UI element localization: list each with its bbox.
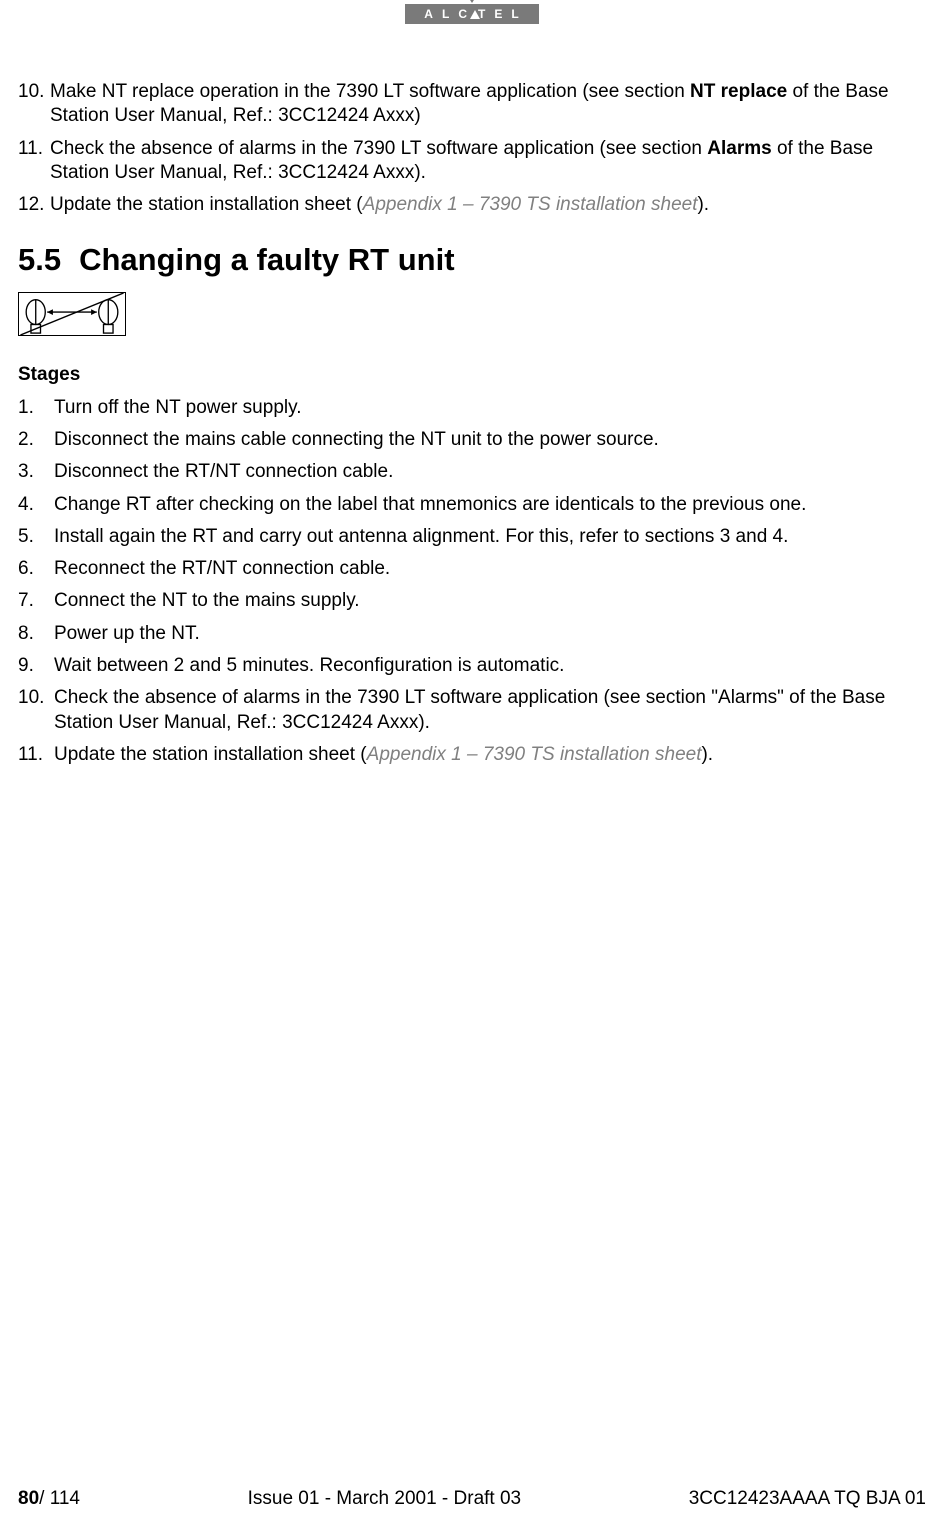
list-item: 10.Check the absence of alarms in the 73… — [18, 686, 926, 735]
brand-logo: A L C T E L — [405, 4, 539, 24]
text-span: Update the station installation sheet ( — [54, 744, 367, 765]
logo-wrap: A L C T E L — [18, 0, 926, 24]
text-span: Alarms — [707, 138, 771, 159]
logo-letter: T — [478, 7, 494, 21]
list-item: 10.Make NT replace operation in the 7390… — [18, 80, 926, 129]
list-text: Install again the RT and carry out anten… — [50, 525, 926, 549]
list-text: Wait between 2 and 5 minutes. Reconfigur… — [50, 654, 926, 678]
list-number: 1. — [18, 396, 50, 420]
list-text: Check the absence of alarms in the 7390 … — [50, 137, 926, 186]
list-item: 7.Connect the NT to the mains supply. — [18, 589, 926, 613]
list-number: 5. — [18, 525, 50, 549]
logo-letter: L — [442, 7, 458, 21]
list-text: Turn off the NT power supply. — [50, 396, 926, 420]
logo-letter: E — [494, 7, 511, 21]
stages-list: 1.Turn off the NT power supply.2.Disconn… — [18, 396, 926, 768]
text-span: Wait between 2 and 5 minutes. Reconfigur… — [54, 655, 564, 676]
footer-issue: Issue 01 - March 2001 - Draft 03 — [248, 1488, 522, 1510]
list-text: Reconnect the RT/NT connection cable. — [50, 557, 926, 581]
list-number: 4. — [18, 493, 50, 517]
list-text: Connect the NT to the mains supply. — [50, 589, 926, 613]
text-span: Check the absence of alarms in the 7390 … — [54, 687, 885, 732]
text-span: Change RT after checking on the label th… — [54, 494, 806, 515]
section-title: Changing a faulty RT unit — [79, 242, 454, 278]
section-heading: 5.5 Changing a faulty RT unit — [18, 242, 926, 278]
footer-page-total: / 114 — [39, 1488, 80, 1509]
list-item: 1.Turn off the NT power supply. — [18, 396, 926, 420]
list-item: 11.Check the absence of alarms in the 73… — [18, 137, 926, 186]
list-item: 2.Disconnect the mains cable connecting … — [18, 428, 926, 452]
list-text: Update the station installation sheet (A… — [50, 743, 926, 767]
appendix-reference: Appendix 1 – 7390 TS installation sheet — [367, 744, 702, 765]
list-number: 10. — [18, 686, 50, 735]
list-number: 11. — [18, 743, 50, 767]
list-item: 4.Change RT after checking on the label … — [18, 493, 926, 517]
text-span: Connect the NT to the mains supply. — [54, 590, 360, 611]
footer-page-number: 80/ 114 — [18, 1488, 80, 1510]
stages-label: Stages — [18, 364, 926, 386]
text-span: Disconnect the mains cable connecting th… — [54, 429, 659, 450]
list-item: 6.Reconnect the RT/NT connection cable. — [18, 557, 926, 581]
rt-unit-diagram-icon — [18, 292, 126, 336]
list-number: 6. — [18, 557, 50, 581]
list-number: 3. — [18, 460, 50, 484]
logo-letter: L — [511, 7, 527, 21]
footer-page-current: 80 — [18, 1488, 39, 1509]
text-span: Check the absence of alarms in the 7390 … — [50, 138, 707, 159]
list-number: 11. — [18, 137, 50, 186]
text-span: NT replace — [690, 81, 787, 102]
appendix-reference: Appendix 1 – 7390 TS installation sheet — [363, 194, 698, 215]
list-text: Make NT replace operation in the 7390 LT… — [50, 80, 926, 129]
list-number: 12. — [18, 193, 50, 217]
list-number: 9. — [18, 654, 50, 678]
list-item: 8.Power up the NT. — [18, 622, 926, 646]
text-span: Disconnect the RT/NT connection cable. — [54, 461, 393, 482]
text-span: Power up the NT. — [54, 623, 200, 644]
footer-doc-ref: 3CC12423AAAA TQ BJA 01 — [689, 1488, 926, 1510]
text-span: Install again the RT and carry out anten… — [54, 526, 788, 547]
list-text: Check the absence of alarms in the 7390 … — [50, 686, 926, 735]
list-text: Disconnect the RT/NT connection cable. — [50, 460, 926, 484]
list-item: 11.Update the station installation sheet… — [18, 743, 926, 767]
list-text: Change RT after checking on the label th… — [50, 493, 926, 517]
list-number: 8. — [18, 622, 50, 646]
page-footer: 80/ 114 Issue 01 - March 2001 - Draft 03… — [18, 1488, 926, 1510]
text-span: Update the station installation sheet ( — [50, 194, 363, 215]
logo-triangle-top-icon — [463, 0, 481, 3]
text-span: Make NT replace operation in the 7390 LT… — [50, 81, 690, 102]
section-number: 5.5 — [18, 242, 61, 278]
text-span: Reconnect the RT/NT connection cable. — [54, 558, 390, 579]
list-text: Disconnect the mains cable connecting th… — [50, 428, 926, 452]
list-text: Update the station installation sheet (A… — [50, 193, 926, 217]
list-number: 7. — [18, 589, 50, 613]
text-span: ). — [697, 194, 709, 215]
logo-letter: A — [424, 7, 442, 21]
text-span: Turn off the NT power supply. — [54, 397, 301, 418]
text-span: ). — [701, 744, 713, 765]
list-item: 9.Wait between 2 and 5 minutes. Reconfig… — [18, 654, 926, 678]
list-item: 12.Update the station installation sheet… — [18, 193, 926, 217]
list-item: 3.Disconnect the RT/NT connection cable. — [18, 460, 926, 484]
list-number: 10. — [18, 80, 50, 129]
continued-list: 10.Make NT replace operation in the 7390… — [18, 80, 926, 218]
list-number: 2. — [18, 428, 50, 452]
list-item: 5.Install again the RT and carry out ant… — [18, 525, 926, 549]
list-text: Power up the NT. — [50, 622, 926, 646]
